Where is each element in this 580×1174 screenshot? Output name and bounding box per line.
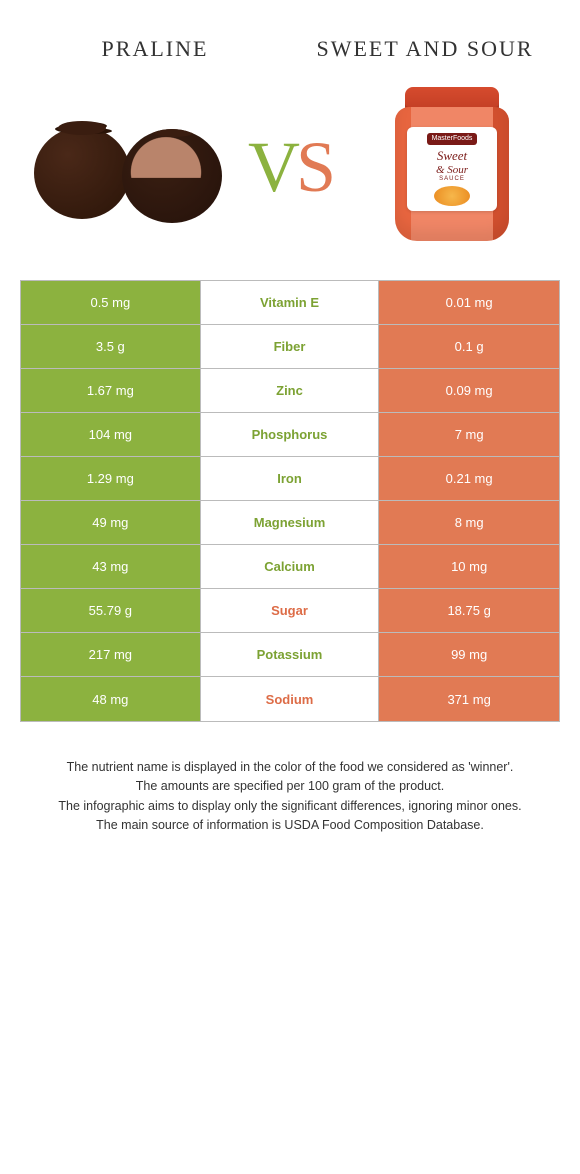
vs-s: S xyxy=(296,126,332,209)
header: Praline Sweet and Sour xyxy=(0,0,580,74)
cell-right: 0.1 g xyxy=(379,325,559,368)
jar-name2: & Sour xyxy=(413,164,491,176)
jar-icon: MasterFoods Sweet & Sour SAUCE xyxy=(387,87,517,247)
footnote-line: The amounts are specified per 100 gram o… xyxy=(24,777,556,796)
table-row: 104 mgPhosphorus7 mg xyxy=(21,413,559,457)
cell-nutrient: Calcium xyxy=(201,545,380,588)
jar-sauce-dot-icon xyxy=(434,186,470,206)
table-row: 49 mgMagnesium8 mg xyxy=(21,501,559,545)
cell-right: 371 mg xyxy=(379,677,559,721)
cell-nutrient: Sugar xyxy=(201,589,380,632)
cell-nutrient: Vitamin E xyxy=(201,281,380,324)
header-left: Praline xyxy=(20,36,290,62)
cell-right: 8 mg xyxy=(379,501,559,544)
left-title: Praline xyxy=(20,36,290,62)
jar-label: MasterFoods Sweet & Sour SAUCE xyxy=(407,127,497,211)
cell-right: 10 mg xyxy=(379,545,559,588)
cell-left: 1.29 mg xyxy=(21,457,201,500)
nutrient-table: 0.5 mgVitamin E0.01 mg3.5 gFiber0.1 g1.6… xyxy=(20,280,560,722)
praline-cut-icon xyxy=(122,129,222,223)
cell-left: 0.5 mg xyxy=(21,281,201,324)
images-row: VS MasterFoods Sweet & Sour SAUCE xyxy=(0,74,580,280)
cell-left: 104 mg xyxy=(21,413,201,456)
cell-left: 217 mg xyxy=(21,633,201,676)
cell-left: 43 mg xyxy=(21,545,201,588)
cell-right: 18.75 g xyxy=(379,589,559,632)
right-title: Sweet and Sour xyxy=(290,36,560,62)
table-row: 1.67 mgZinc0.09 mg xyxy=(21,369,559,413)
footnotes: The nutrient name is displayed in the co… xyxy=(0,722,580,872)
jar-sauce: SAUCE xyxy=(413,176,491,183)
table-row: 217 mgPotassium99 mg xyxy=(21,633,559,677)
jar-name1: Sweet xyxy=(413,149,491,162)
cell-left: 49 mg xyxy=(21,501,201,544)
praline-icon xyxy=(28,97,228,237)
cell-left: 55.79 g xyxy=(21,589,201,632)
vs-v: V xyxy=(248,126,296,209)
footnote-line: The infographic aims to display only the… xyxy=(24,797,556,816)
praline-ball-icon xyxy=(34,127,130,219)
cell-nutrient: Potassium xyxy=(201,633,380,676)
header-right: Sweet and Sour xyxy=(290,36,560,62)
right-image-slot: MasterFoods Sweet & Sour SAUCE xyxy=(344,82,560,252)
table-row: 3.5 gFiber0.1 g xyxy=(21,325,559,369)
cell-left: 1.67 mg xyxy=(21,369,201,412)
table-row: 55.79 gSugar18.75 g xyxy=(21,589,559,633)
footnote-line: The main source of information is USDA F… xyxy=(24,816,556,835)
cell-left: 3.5 g xyxy=(21,325,201,368)
vs-label: VS xyxy=(248,126,332,209)
cell-nutrient: Zinc xyxy=(201,369,380,412)
table-row: 1.29 mgIron0.21 mg xyxy=(21,457,559,501)
cell-nutrient: Iron xyxy=(201,457,380,500)
left-image-slot xyxy=(20,82,236,252)
cell-right: 0.01 mg xyxy=(379,281,559,324)
table-row: 48 mgSodium371 mg xyxy=(21,677,559,721)
cell-right: 99 mg xyxy=(379,633,559,676)
table-row: 0.5 mgVitamin E0.01 mg xyxy=(21,281,559,325)
cell-nutrient: Fiber xyxy=(201,325,380,368)
cell-right: 0.09 mg xyxy=(379,369,559,412)
jar-body-icon: MasterFoods Sweet & Sour SAUCE xyxy=(395,107,509,241)
cell-nutrient: Sodium xyxy=(201,677,380,721)
table-row: 43 mgCalcium10 mg xyxy=(21,545,559,589)
cell-right: 0.21 mg xyxy=(379,457,559,500)
footnote-line: The nutrient name is displayed in the co… xyxy=(24,758,556,777)
cell-nutrient: Magnesium xyxy=(201,501,380,544)
jar-brand: MasterFoods xyxy=(427,133,478,145)
cell-right: 7 mg xyxy=(379,413,559,456)
cell-nutrient: Phosphorus xyxy=(201,413,380,456)
cell-left: 48 mg xyxy=(21,677,201,721)
